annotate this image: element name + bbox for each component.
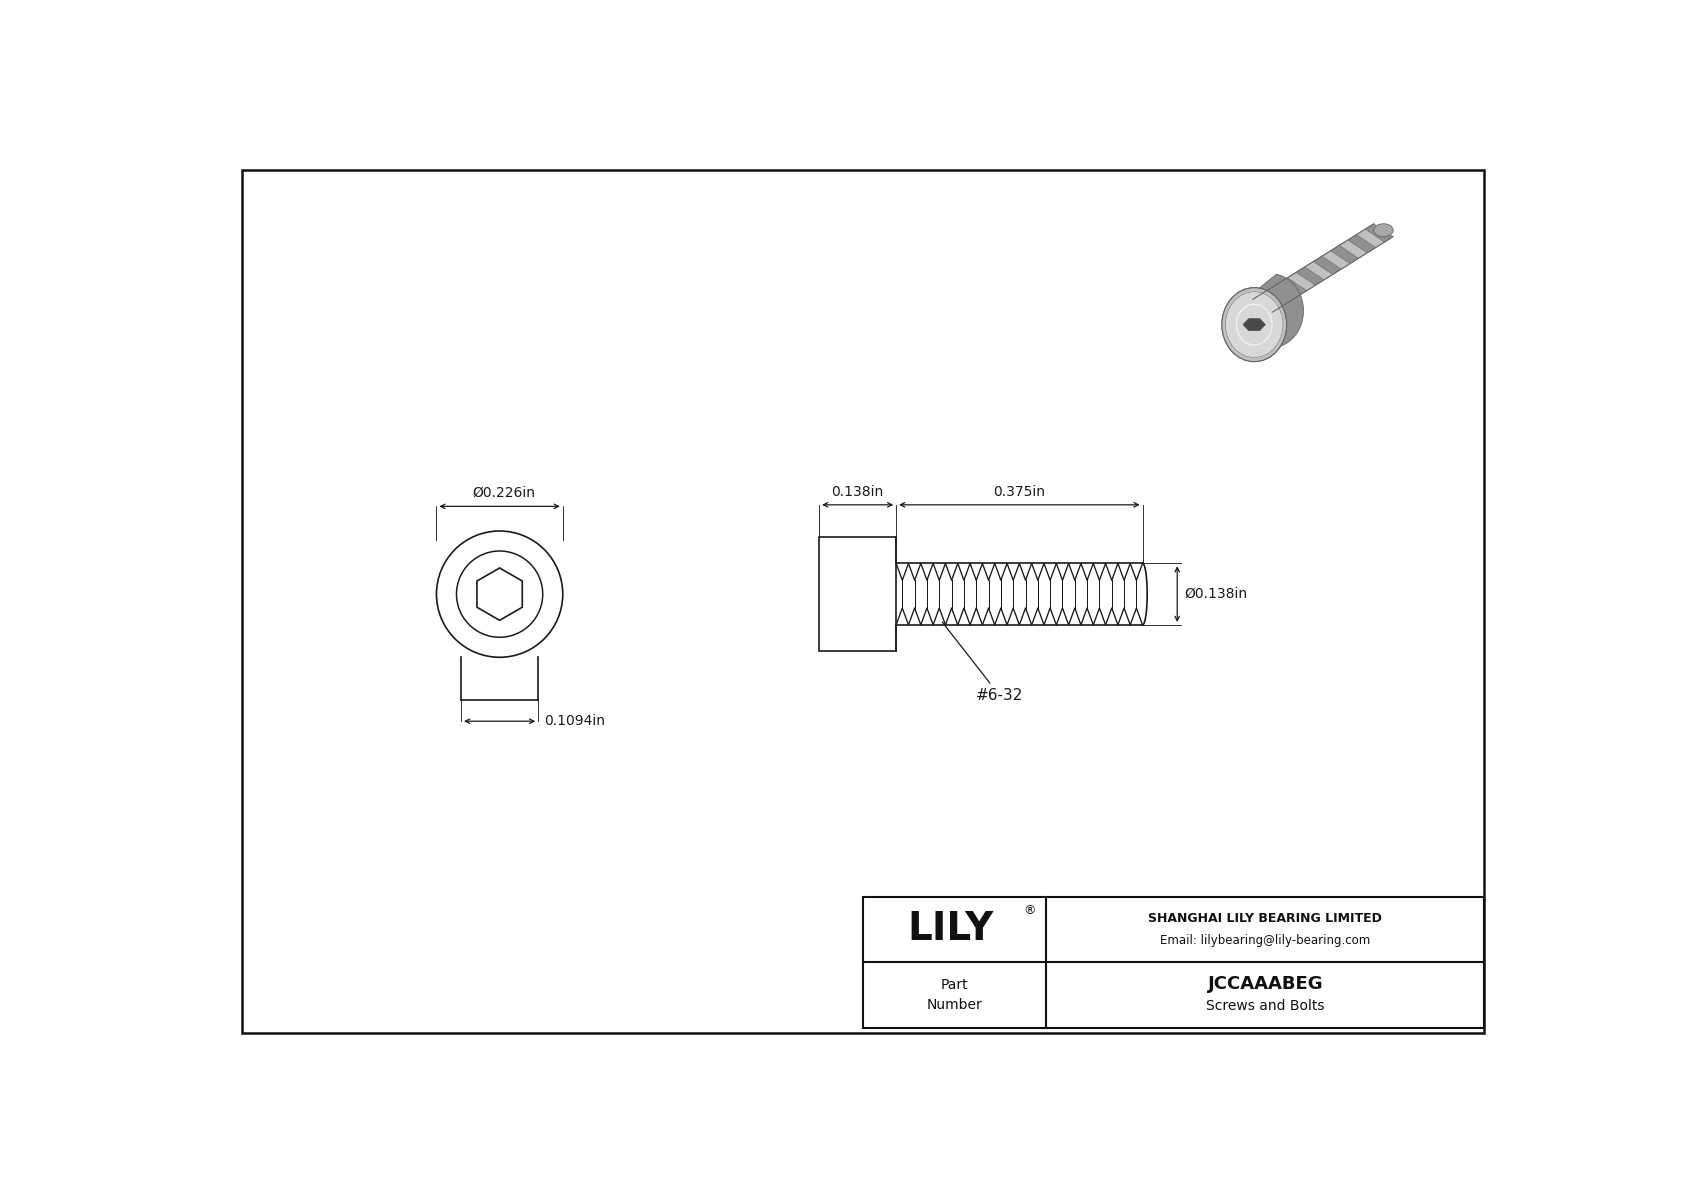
Polygon shape [1314, 256, 1342, 274]
Polygon shape [1270, 283, 1298, 301]
Polygon shape [1366, 224, 1393, 242]
Polygon shape [1357, 229, 1384, 248]
Polygon shape [1278, 278, 1307, 297]
Ellipse shape [1223, 288, 1287, 362]
Polygon shape [1243, 319, 1265, 330]
Text: Ø0.138in: Ø0.138in [1184, 587, 1248, 601]
Text: 0.1094in: 0.1094in [544, 715, 605, 728]
Text: Part
Number: Part Number [926, 978, 982, 1011]
Text: Screws and Bolts: Screws and Bolts [1206, 999, 1325, 1012]
Ellipse shape [1226, 292, 1283, 357]
Polygon shape [1260, 274, 1303, 361]
Polygon shape [1297, 267, 1324, 285]
Text: JCCAAABEG: JCCAAABEG [1207, 975, 1324, 993]
Ellipse shape [1223, 288, 1287, 362]
Polygon shape [1243, 319, 1265, 330]
Text: SHANGHAI LILY BEARING LIMITED: SHANGHAI LILY BEARING LIMITED [1148, 912, 1383, 925]
Text: #6-32: #6-32 [943, 622, 1024, 703]
Text: ®: ® [1024, 904, 1036, 917]
Text: 0.138in: 0.138in [832, 485, 884, 499]
Polygon shape [1253, 294, 1282, 312]
Ellipse shape [1226, 292, 1283, 357]
Text: LILY: LILY [908, 910, 994, 948]
Polygon shape [1322, 250, 1351, 269]
Text: 0.375in: 0.375in [994, 485, 1046, 499]
Polygon shape [1288, 273, 1315, 291]
Polygon shape [1305, 262, 1332, 280]
Polygon shape [1330, 245, 1359, 263]
Polygon shape [1261, 288, 1290, 307]
Polygon shape [1339, 239, 1367, 258]
Polygon shape [1347, 235, 1376, 252]
Ellipse shape [1374, 224, 1393, 237]
Text: Ø0.226in: Ø0.226in [472, 486, 536, 500]
Text: Email: lilybearing@lily-bearing.com: Email: lilybearing@lily-bearing.com [1160, 934, 1371, 947]
